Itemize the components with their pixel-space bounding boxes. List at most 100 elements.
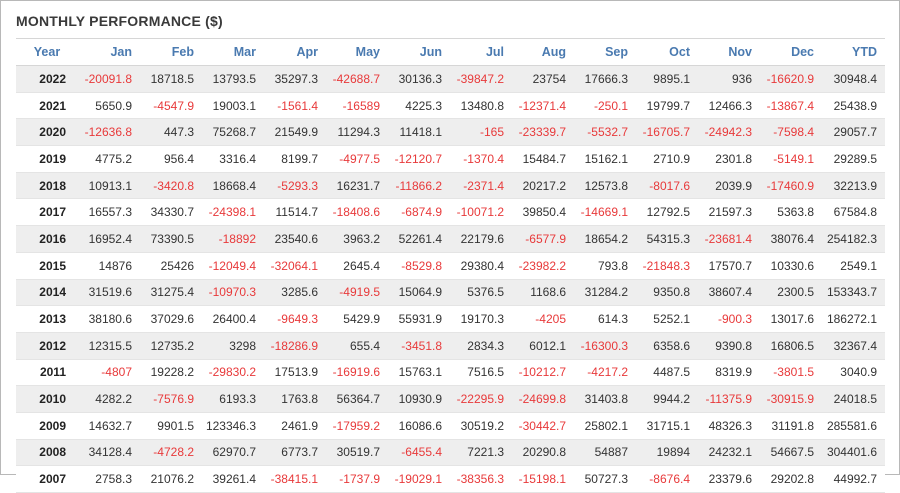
value-cell: -16705.7 [636,118,698,147]
value-cell: 35297.3 [264,65,326,93]
value-cell: 31284.2 [574,279,636,307]
column-header-sep: Sep [574,38,636,66]
value-cell: 12315.5 [78,332,140,360]
value-cell: 18654.2 [574,225,636,253]
year-cell: 2010 [16,385,78,413]
value-cell: -6577.9 [512,225,574,253]
value-cell: 6358.6 [636,332,698,360]
column-header-mar: Mar [202,38,264,66]
value-cell: 12573.8 [574,172,636,200]
value-cell: 16952.4 [78,225,140,253]
value-cell: 13480.8 [450,92,512,120]
value-cell: 2758.3 [78,465,140,493]
value-cell: 48326.3 [698,412,760,440]
column-header-oct: Oct [636,38,698,66]
year-cell: 2008 [16,439,78,467]
value-cell: -17460.9 [760,172,822,200]
value-cell: 9390.8 [698,332,760,360]
value-cell: 11514.7 [264,198,326,227]
value-cell: 15763.1 [388,359,450,387]
value-cell: 5363.8 [760,198,822,227]
table-row: 2018 10913.1 -3420.8 18668.4 -5293.3 16231.7-… [16,172,885,200]
value-cell: 23379.6 [698,465,760,493]
column-header-may: May [326,38,388,66]
value-cell: 32367.4 [822,332,885,360]
value-cell: 20217.2 [512,172,574,200]
value-cell: 39850.4 [512,198,574,227]
value-cell: 32213.9 [822,172,885,200]
year-cell: 2021 [16,92,78,120]
value-cell: 20290.8 [512,439,574,467]
value-cell: 16231.7 [326,172,388,200]
table-body: 2022 -20091.8 18718.5 13793.5 35297.3 -42688.… [16,65,885,493]
year-cell: 2012 [16,332,78,360]
value-cell: 31275.4 [140,279,202,307]
value-cell: 25802.1 [574,412,636,440]
value-cell: 9895.1 [636,65,698,93]
value-cell: 38076.4 [760,225,822,253]
value-cell: -38415.1 [264,465,326,493]
table-row: 2010 4282.2 -7576.9 6193.3 1763.8 56364.7 1093… [16,385,885,413]
panel-title: MONTHLY PERFORMANCE ($) [16,13,223,29]
value-cell: -4728.2 [140,439,202,467]
value-cell: 62970.7 [202,439,264,467]
value-cell: 21597.3 [698,198,760,227]
value-cell: 6193.3 [202,385,264,413]
value-cell: 123346.3 [202,412,264,440]
column-header-jan: Jan [78,38,140,66]
value-cell: -29830.2 [202,359,264,387]
year-cell: 2020 [16,118,78,147]
value-cell: -17959.2 [326,412,388,440]
year-cell: 2015 [16,252,78,280]
value-cell: -165 [450,118,512,147]
value-cell: 9350.8 [636,279,698,307]
value-cell: -32064.1 [264,252,326,280]
value-cell: -2371.4 [450,172,512,200]
value-cell: -1370.4 [450,145,512,173]
value-cell: 7516.5 [450,359,512,387]
value-cell: 447.3 [140,118,202,147]
value-cell: 13017.6 [760,305,822,333]
value-cell: 16806.5 [760,332,822,360]
table-row: 2007 2758.3 21076.2 39261.4 -38415.1 -1737.9-… [16,465,885,493]
table-row: 2012 12315.5 12735.2 3298 -18286.9 655.4 -3451… [16,332,885,360]
value-cell: 30136.3 [388,65,450,93]
value-cell: 19003.1 [202,92,264,120]
value-cell: 6012.1 [512,332,574,360]
value-cell: 38607.4 [698,279,760,307]
table-row: 2009 14632.7 9901.5 123346.3 2461.9 -17959.2 1… [16,412,885,440]
value-cell: 186272.1 [822,305,885,333]
value-cell: 29057.7 [822,118,885,147]
value-cell: 67584.8 [822,198,885,227]
value-cell: -1561.4 [264,92,326,120]
value-cell: 12735.2 [140,332,202,360]
column-header-feb: Feb [140,38,202,66]
value-cell: 5429.9 [326,305,388,333]
value-cell: 19228.2 [140,359,202,387]
value-cell: -6455.4 [388,439,450,467]
value-cell: 16557.3 [78,198,140,227]
value-cell: 54667.5 [760,439,822,467]
value-cell: 2039.9 [698,172,760,200]
column-header-apr: Apr [264,38,326,66]
value-cell: 24232.1 [698,439,760,467]
value-cell: 30519.2 [450,412,512,440]
value-cell: 10913.1 [78,172,140,200]
value-cell: -10970.3 [202,279,264,307]
value-cell: 15064.9 [388,279,450,307]
value-cell: 22179.6 [450,225,512,253]
value-cell: 23754 [512,65,574,93]
value-cell: 7221.3 [450,439,512,467]
value-cell: 34128.4 [78,439,140,467]
year-cell: 2013 [16,305,78,333]
value-cell: 52261.4 [388,225,450,253]
value-cell: 10330.6 [760,252,822,280]
value-cell: -38356.3 [450,465,512,493]
value-cell: -23339.7 [512,118,574,147]
value-cell: 37029.6 [140,305,202,333]
table-row: 2015 14876 25426 -12049.4 -32064.1 2645.4 -852… [16,252,885,280]
value-cell: 4225.3 [388,92,450,120]
value-cell: 38180.6 [78,305,140,333]
table-row: 2008 34128.4 -4728.2 62970.7 6773.7 30519.7 -6… [16,439,885,467]
